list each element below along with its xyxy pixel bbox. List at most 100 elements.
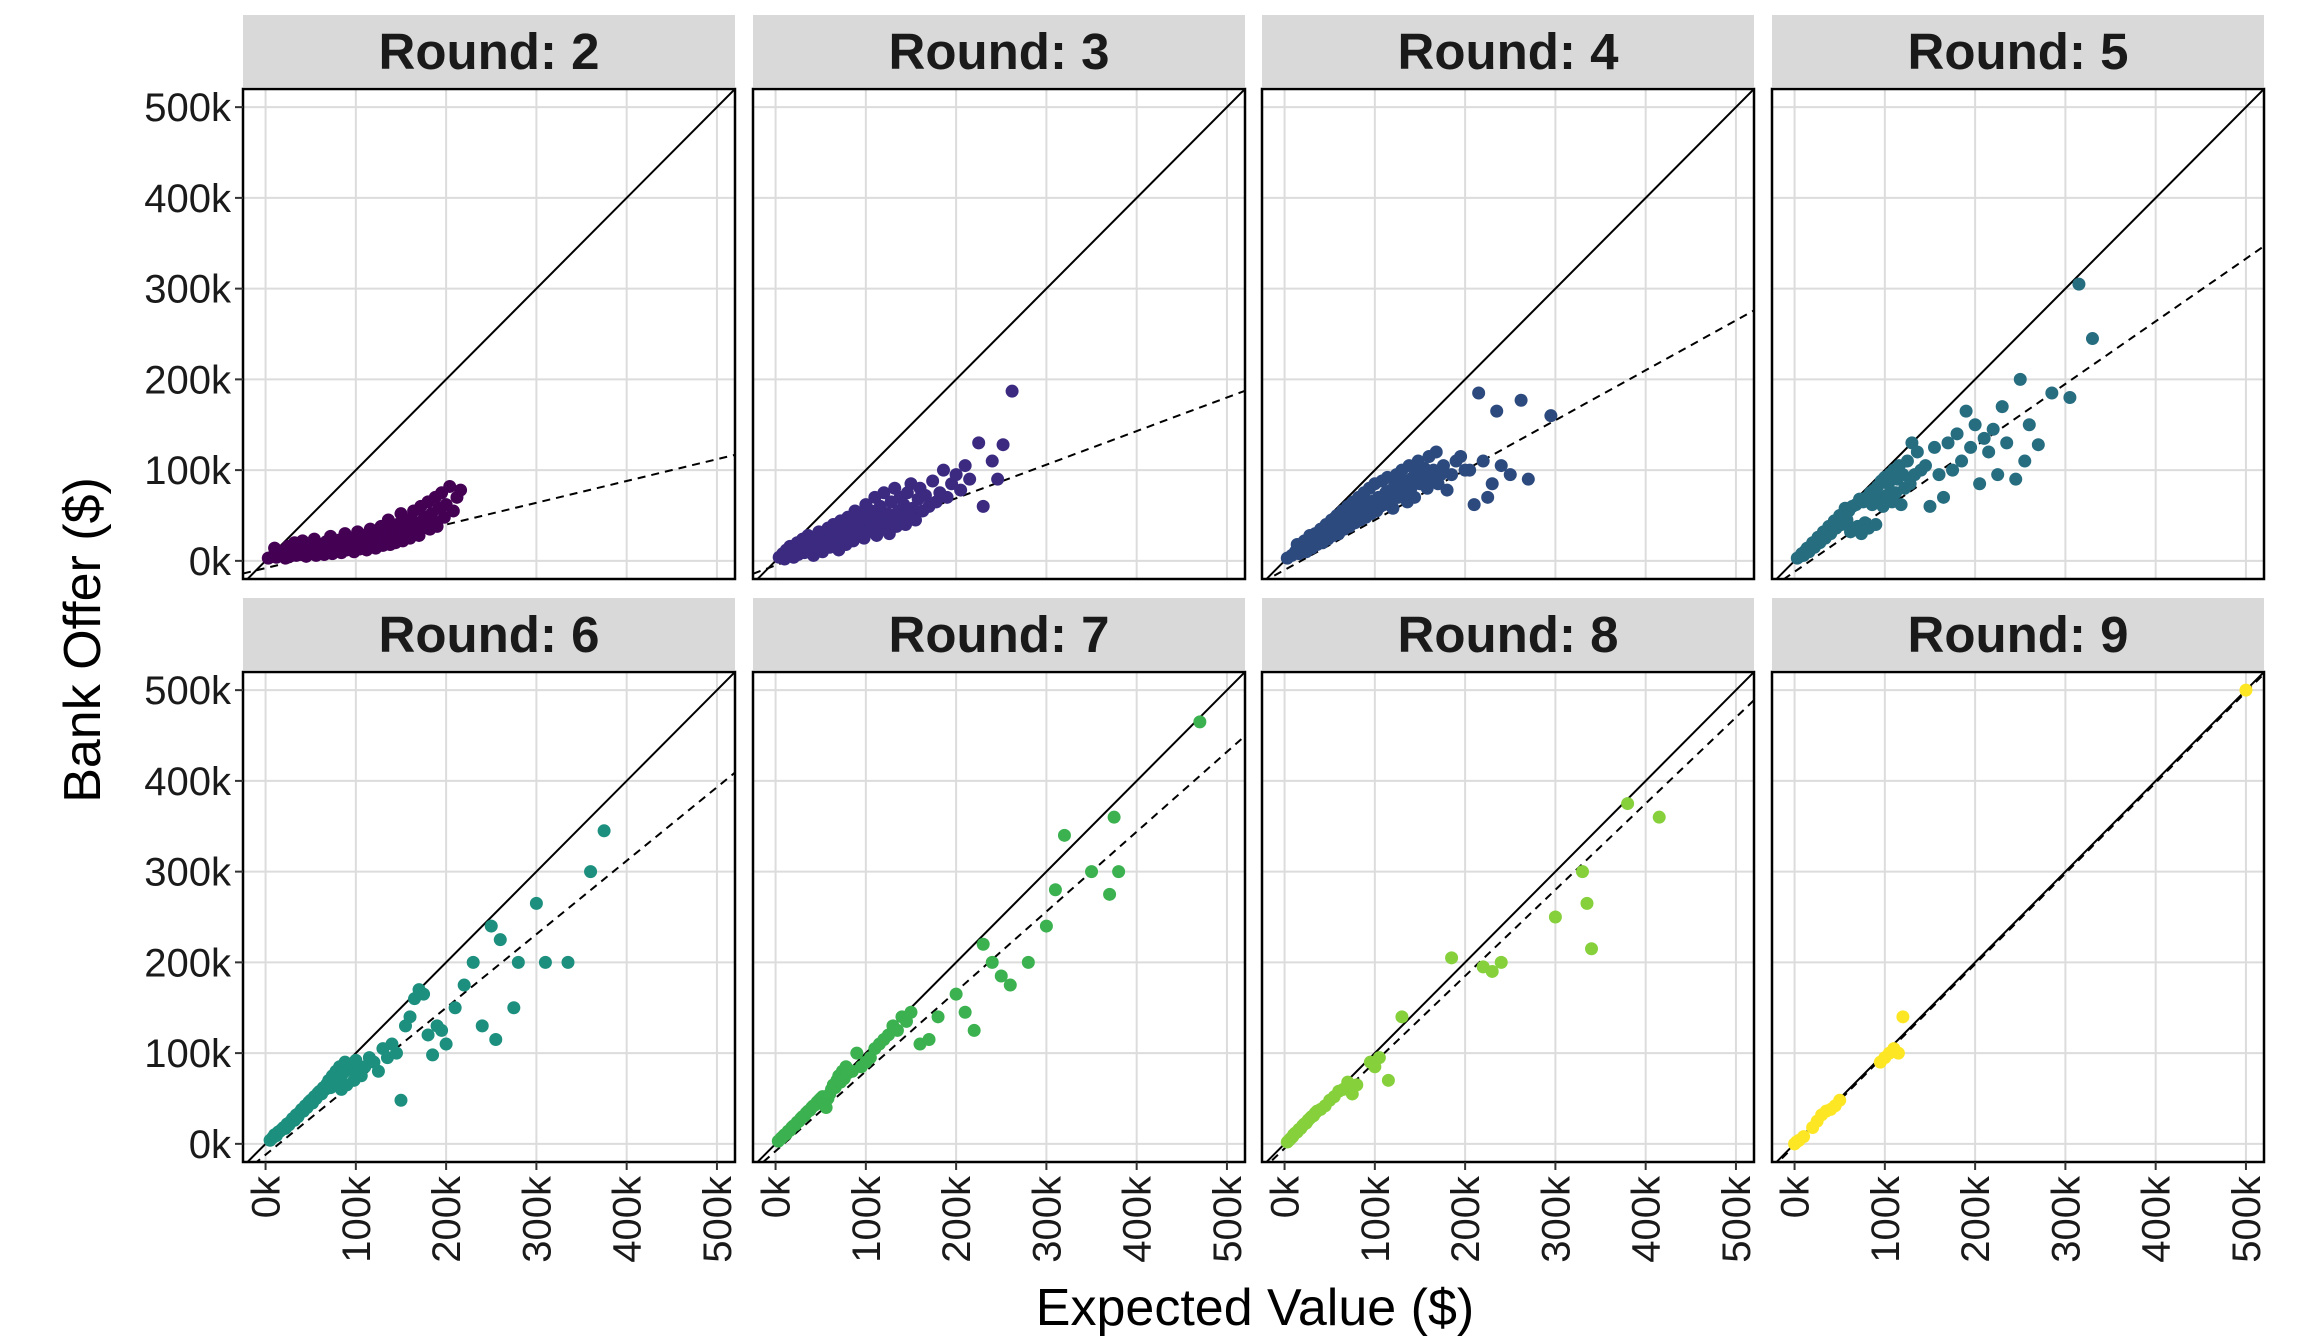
data-point	[448, 1001, 462, 1015]
data-point	[2239, 683, 2253, 697]
data-point	[417, 987, 431, 1001]
facet-title: Round: 4	[1398, 23, 1620, 80]
facet-title: Round: 2	[379, 23, 600, 80]
x-tick-label: 300k	[1025, 1175, 1069, 1263]
data-point	[1891, 1046, 1905, 1060]
panel-border	[241, 670, 737, 1164]
data-point	[958, 459, 972, 473]
x-tick-label: 500k	[2225, 1175, 2269, 1263]
identity-line	[756, 89, 1245, 579]
data-point	[1463, 463, 1477, 477]
data-point	[511, 955, 525, 969]
data-point	[1490, 404, 1504, 418]
data-point	[1575, 865, 1589, 879]
data-point	[2072, 277, 2086, 291]
data-point	[538, 955, 552, 969]
x-tick-label: 200k	[1444, 1175, 1488, 1263]
data-point	[1964, 440, 1978, 454]
data-point	[1057, 828, 1071, 842]
data-point	[1923, 499, 1937, 513]
plot-marks	[1775, 672, 2264, 1162]
data-point	[850, 1046, 864, 1060]
data-point	[484, 919, 498, 933]
facet-title: Round: 9	[1908, 606, 2129, 663]
data-point	[430, 519, 444, 533]
data-point	[1445, 468, 1459, 482]
identity-line	[1775, 672, 2264, 1162]
data-point	[1544, 409, 1558, 423]
facet-panel: Round: 5	[1770, 15, 2266, 581]
data-point	[597, 824, 611, 838]
data-point	[1977, 431, 1991, 445]
data-point	[1445, 951, 1459, 965]
fit-line	[761, 735, 1245, 1162]
x-tick-label: 300k	[2044, 1175, 2088, 1263]
data-point	[1112, 865, 1126, 879]
data-point	[349, 1053, 363, 1067]
data-point	[1937, 490, 1951, 504]
data-point	[1395, 1010, 1409, 1024]
panel-border	[751, 87, 1247, 581]
x-tick-label: 200k	[935, 1175, 979, 1263]
data-point	[2031, 438, 2045, 452]
data-point	[1833, 1093, 1847, 1107]
facet-strip	[753, 15, 1245, 87]
y-tick-label: 500k	[144, 669, 232, 713]
data-point	[1386, 501, 1400, 515]
data-point	[1381, 1073, 1395, 1087]
data-point	[389, 1046, 403, 1060]
data-point	[435, 1023, 449, 1037]
data-point	[949, 468, 963, 482]
plot-marks	[1265, 672, 1754, 1162]
data-point	[2009, 472, 2023, 486]
data-point	[985, 454, 999, 468]
fit-line	[1776, 673, 2264, 1162]
data-point	[996, 438, 1010, 452]
x-tick-label: 100k	[845, 1175, 889, 1263]
data-point	[1991, 468, 2005, 482]
plot-marks	[753, 89, 1245, 579]
y-tick-label: 100k	[144, 1032, 232, 1076]
data-point	[1797, 1130, 1811, 1144]
x-tick-label: 100k	[335, 1175, 379, 1263]
data-point	[1103, 887, 1117, 901]
data-point	[931, 1010, 945, 1024]
x-tick-label: 500k	[1206, 1175, 1250, 1263]
data-point	[1521, 472, 1535, 486]
data-point	[1021, 955, 1035, 969]
data-point	[1193, 715, 1207, 729]
facet-strip	[1262, 15, 1754, 87]
data-point	[904, 1005, 918, 1019]
data-point	[1968, 418, 1982, 432]
data-point	[1454, 450, 1468, 463]
data-point	[1085, 865, 1099, 879]
facet-title: Round: 7	[889, 606, 1110, 663]
data-point	[475, 1019, 489, 1033]
data-point	[1005, 384, 1019, 398]
data-point	[489, 1033, 503, 1046]
panel-border	[1770, 670, 2266, 1164]
facet-title: Round: 8	[1398, 606, 1619, 663]
data-point	[1485, 964, 1499, 978]
panel-border	[241, 87, 737, 581]
facet-panel: Round: 7 0k 100k 200k 300k 400k 500k	[751, 598, 1250, 1263]
data-point	[922, 1033, 936, 1046]
data-point	[2045, 386, 2059, 400]
y-tick-label: 400k	[144, 177, 232, 221]
data-point	[2063, 391, 2077, 405]
data-point	[1959, 404, 1973, 418]
data-point	[1436, 459, 1450, 473]
fit-line	[1266, 309, 1754, 579]
panel-border	[1260, 87, 1756, 581]
fit-line	[255, 771, 735, 1162]
data-point	[1927, 440, 1941, 454]
y-tick-label: 400k	[144, 760, 232, 804]
data-point	[1429, 445, 1443, 459]
facet-panel: Round: 4	[1260, 15, 1756, 581]
x-tick-label: 400k	[606, 1175, 650, 1263]
data-point	[439, 1037, 453, 1051]
data-point	[1955, 454, 1969, 468]
data-point	[437, 510, 451, 524]
x-tick-label: 400k	[1116, 1175, 1160, 1263]
data-point	[1621, 797, 1635, 811]
